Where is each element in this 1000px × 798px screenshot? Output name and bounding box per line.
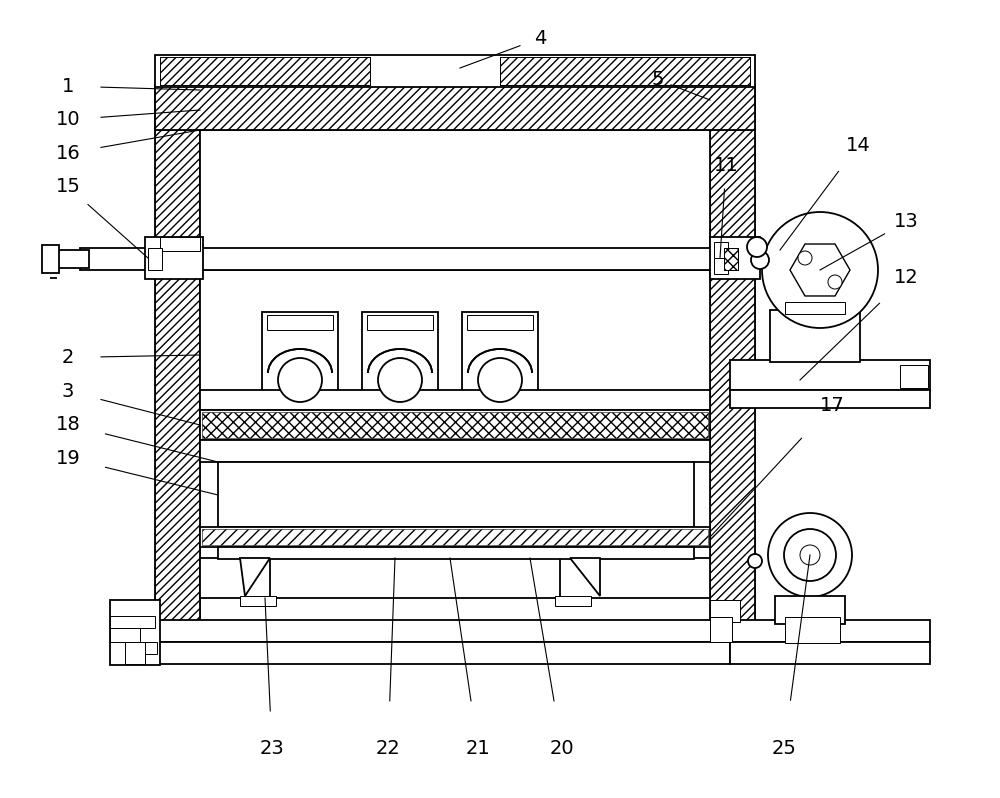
Bar bbox=[202, 412, 708, 438]
Bar bbox=[160, 57, 370, 85]
Text: 17: 17 bbox=[820, 396, 844, 415]
Bar bbox=[555, 596, 591, 606]
Bar bbox=[775, 596, 845, 624]
Circle shape bbox=[762, 212, 878, 328]
Bar bbox=[714, 258, 728, 274]
Bar bbox=[462, 312, 538, 392]
Bar bbox=[362, 312, 438, 392]
Bar bbox=[145, 237, 203, 279]
Bar bbox=[900, 365, 928, 388]
Polygon shape bbox=[240, 558, 270, 596]
Text: 4: 4 bbox=[534, 29, 546, 48]
Circle shape bbox=[478, 358, 522, 402]
Bar bbox=[724, 248, 738, 270]
Bar bbox=[200, 410, 710, 440]
Text: 1: 1 bbox=[62, 77, 74, 96]
Bar bbox=[785, 617, 840, 643]
Bar bbox=[130, 642, 730, 664]
Circle shape bbox=[751, 251, 769, 269]
Text: 13: 13 bbox=[894, 212, 918, 231]
Bar bbox=[130, 620, 730, 642]
Bar bbox=[240, 596, 276, 606]
Bar bbox=[200, 130, 710, 250]
Bar bbox=[155, 85, 755, 130]
Bar bbox=[42, 245, 59, 273]
Bar bbox=[218, 547, 694, 559]
Bar bbox=[467, 315, 533, 330]
Text: 21: 21 bbox=[466, 739, 490, 758]
Circle shape bbox=[798, 251, 812, 265]
Bar bbox=[724, 248, 738, 270]
Polygon shape bbox=[570, 558, 600, 596]
Text: 20: 20 bbox=[550, 739, 574, 758]
Polygon shape bbox=[790, 244, 850, 296]
Bar bbox=[218, 462, 694, 527]
Text: 10: 10 bbox=[56, 110, 80, 129]
Bar bbox=[710, 600, 740, 622]
Circle shape bbox=[800, 545, 820, 565]
Bar bbox=[200, 270, 710, 435]
Bar bbox=[80, 248, 720, 270]
Text: 19: 19 bbox=[56, 448, 80, 468]
Bar bbox=[730, 360, 930, 390]
Bar bbox=[730, 642, 930, 664]
Bar bbox=[500, 57, 750, 85]
Bar bbox=[110, 616, 155, 628]
Bar bbox=[145, 642, 157, 654]
Text: 14: 14 bbox=[846, 136, 870, 155]
Bar bbox=[710, 237, 760, 279]
Circle shape bbox=[747, 237, 767, 257]
Bar bbox=[710, 617, 732, 642]
Bar bbox=[200, 527, 710, 547]
Text: 11: 11 bbox=[714, 156, 738, 176]
Bar bbox=[500, 57, 750, 85]
Bar bbox=[110, 628, 140, 642]
Bar bbox=[57, 250, 89, 268]
Bar bbox=[200, 440, 710, 462]
Bar bbox=[148, 248, 162, 270]
Bar bbox=[262, 312, 338, 392]
Text: 12: 12 bbox=[894, 268, 918, 287]
Bar bbox=[160, 57, 370, 85]
Circle shape bbox=[378, 358, 422, 402]
Bar bbox=[110, 600, 160, 665]
Bar bbox=[770, 310, 860, 362]
Text: 18: 18 bbox=[56, 415, 80, 434]
Bar bbox=[200, 390, 710, 410]
Bar bbox=[125, 642, 145, 664]
Circle shape bbox=[278, 358, 322, 402]
Text: 3: 3 bbox=[62, 381, 74, 401]
Bar bbox=[730, 390, 930, 408]
Text: 2: 2 bbox=[62, 348, 74, 367]
Text: 22: 22 bbox=[376, 739, 400, 758]
Bar bbox=[155, 85, 200, 630]
Circle shape bbox=[784, 529, 836, 581]
Bar bbox=[267, 315, 333, 330]
Circle shape bbox=[748, 554, 762, 568]
Bar bbox=[730, 620, 930, 642]
Text: 25: 25 bbox=[772, 739, 796, 758]
Circle shape bbox=[828, 275, 842, 289]
Bar bbox=[202, 529, 708, 545]
Bar bbox=[155, 85, 200, 630]
Bar bbox=[155, 85, 755, 130]
Text: 15: 15 bbox=[56, 177, 80, 196]
Text: 16: 16 bbox=[56, 144, 80, 163]
Bar bbox=[155, 55, 755, 87]
Bar bbox=[710, 85, 755, 630]
Circle shape bbox=[768, 513, 852, 597]
Text: 5: 5 bbox=[652, 70, 664, 89]
Bar bbox=[200, 558, 710, 598]
Bar bbox=[785, 302, 845, 314]
Bar bbox=[714, 242, 728, 258]
Bar bbox=[710, 85, 755, 630]
Bar bbox=[160, 237, 200, 251]
Text: 23: 23 bbox=[260, 739, 284, 758]
Bar bbox=[367, 315, 433, 330]
